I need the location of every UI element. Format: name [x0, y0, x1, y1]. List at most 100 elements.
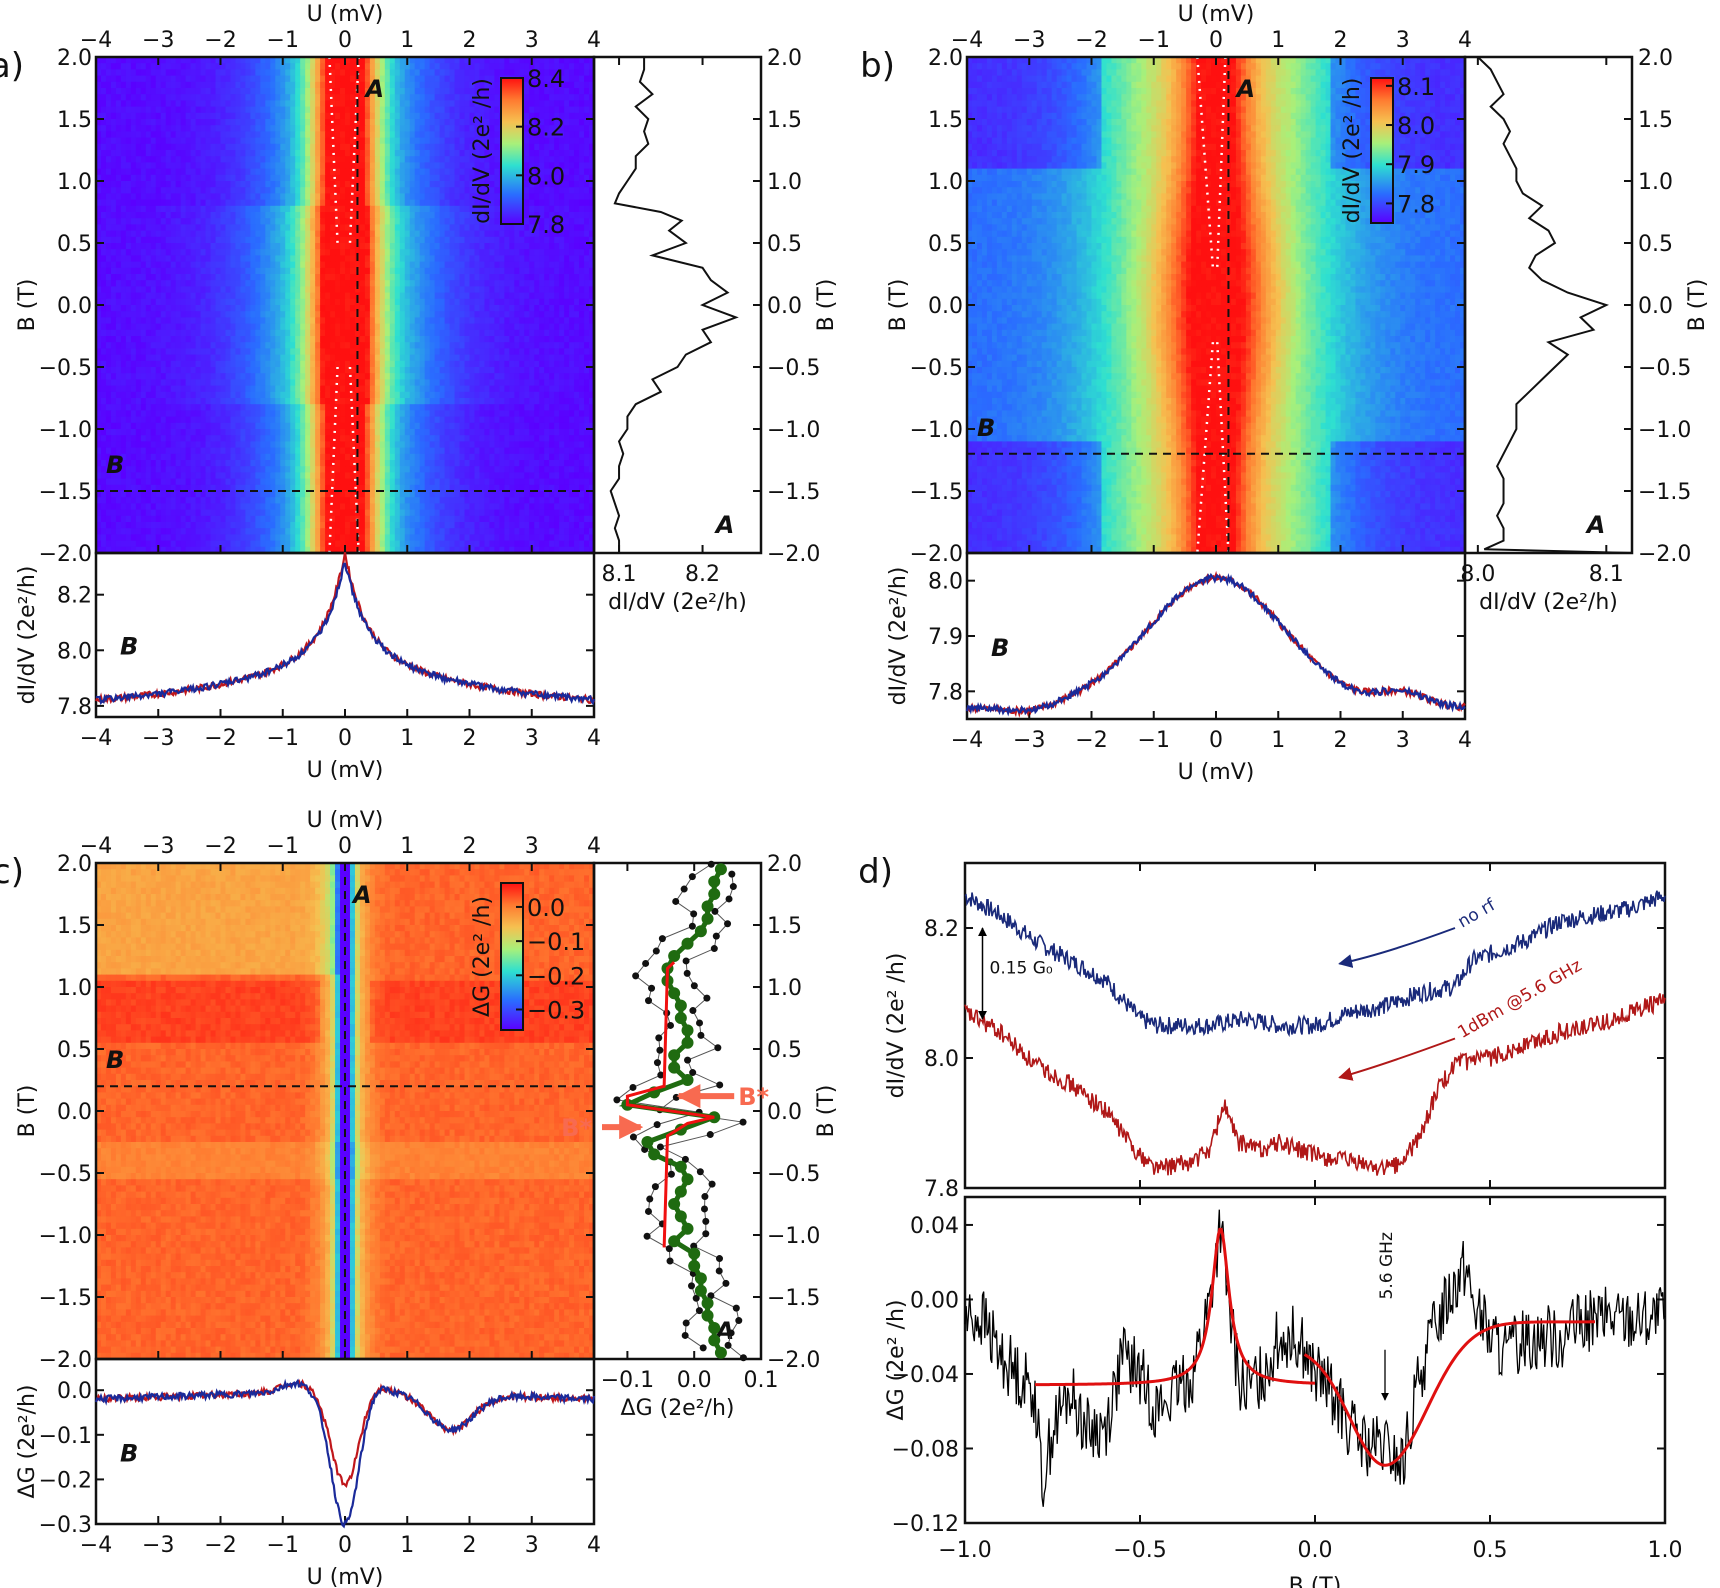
heatmap-cell [116, 150, 122, 157]
heatmap-cell [470, 317, 476, 324]
heatmap-cell [255, 274, 261, 281]
heatmap-cell [529, 330, 535, 337]
heatmap-cell [320, 324, 326, 331]
heatmap-cell [380, 286, 386, 293]
heatmap-cell [390, 150, 396, 157]
heatmap-cell [101, 181, 107, 188]
heatmap-cell [410, 355, 416, 362]
heatmap-cell [116, 293, 122, 300]
heatmap-cell [295, 212, 301, 219]
heatmap-cell [559, 94, 565, 101]
heatmap-cell [245, 107, 251, 114]
heatmap-cell [524, 200, 530, 207]
heatmap-cell [514, 268, 520, 275]
heatmap-cell [435, 82, 441, 89]
heatmap-cell [400, 212, 406, 219]
heatmap-cell [290, 255, 296, 262]
heatmap-cell [360, 119, 366, 126]
heatmap-cell [221, 355, 227, 362]
heatmap-cell [544, 293, 550, 300]
heatmap-cell [305, 255, 311, 262]
heatmap-cell [400, 311, 406, 318]
heatmap-cell [489, 305, 495, 312]
heatmap-cell [584, 94, 590, 101]
heatmap-cell [191, 138, 197, 145]
heatmap-cell [340, 299, 346, 306]
heatmap-cell [474, 348, 480, 355]
heatmap-cell [400, 268, 406, 275]
heatmap-cell [171, 355, 177, 362]
heatmap-cell [225, 255, 231, 262]
heatmap-cell [564, 330, 570, 337]
heatmap-cell [420, 361, 426, 368]
heatmap-cell [131, 355, 137, 362]
heatmap-cell [315, 342, 321, 349]
heatmap-cell [166, 200, 172, 207]
heatmap-cell [230, 268, 236, 275]
heatmap-cell [196, 336, 202, 343]
heatmap-cell [385, 200, 391, 207]
heatmap-cell [250, 76, 256, 83]
heatmap-cell [116, 100, 122, 107]
heatmap-cell [569, 94, 575, 101]
heatmap-cell [450, 262, 456, 269]
heatmap-cell [430, 131, 436, 138]
heatmap-cell [166, 107, 172, 114]
heatmap-cell [330, 107, 336, 114]
heatmap-cell [156, 212, 162, 219]
heatmap-cell [171, 125, 177, 132]
heatmap-cell [345, 293, 351, 300]
heatmap-cell [131, 280, 137, 287]
heatmap-cell [365, 162, 371, 169]
heatmap-cell [211, 156, 217, 163]
heatmap-cell [330, 268, 336, 275]
heatmap-cell [559, 268, 565, 275]
heatmap-cell [136, 131, 142, 138]
heatmap-cell [186, 311, 192, 318]
heatmap-cell [420, 348, 426, 355]
heatmap-cell [539, 144, 545, 151]
heatmap-cell [270, 82, 276, 89]
heatmap-cell [176, 311, 182, 318]
heatmap-cell [549, 94, 555, 101]
heatmap-cell [171, 113, 177, 120]
heatmap-cell [395, 330, 401, 337]
heatmap-cell [250, 336, 256, 343]
heatmap-cell [196, 187, 202, 194]
heatmap-cell [245, 181, 251, 188]
heatmap-cell [211, 150, 217, 157]
heatmap-cell [494, 361, 500, 368]
heatmap-cell [290, 224, 296, 231]
heatmap-cell [300, 138, 306, 145]
heatmap-cell [330, 237, 336, 244]
heatmap-cell [425, 224, 431, 231]
heatmap-cell [390, 243, 396, 250]
heatmap-cell [360, 293, 366, 300]
heatmap-cell [151, 113, 157, 120]
heatmap-cell [305, 342, 311, 349]
heatmap-cell [101, 119, 107, 126]
heatmap-cell [410, 82, 416, 89]
heatmap-cell [305, 88, 311, 95]
heatmap-cell [405, 342, 411, 349]
heatmap-cell [554, 262, 560, 269]
heatmap-cell [171, 218, 177, 225]
heatmap-cell [156, 175, 162, 182]
heatmap-cell [499, 324, 505, 331]
heatmap-cell [440, 231, 446, 238]
heatmap-cell [574, 175, 580, 182]
heatmap-cell [529, 150, 535, 157]
heatmap-cell [250, 144, 256, 151]
heatmap-cell [330, 280, 336, 287]
heatmap-cell [345, 156, 351, 163]
heatmap-cell [504, 317, 510, 324]
heatmap-cell [275, 355, 281, 362]
heatmap-cell [494, 69, 500, 76]
heatmap-cell [330, 355, 336, 362]
heatmap-cell [255, 317, 261, 324]
heatmap-cell [584, 286, 590, 293]
heatmap-cell [151, 169, 157, 176]
heatmap-cell [440, 63, 446, 70]
heatmap-cell [410, 243, 416, 250]
heatmap-cell [111, 193, 117, 200]
